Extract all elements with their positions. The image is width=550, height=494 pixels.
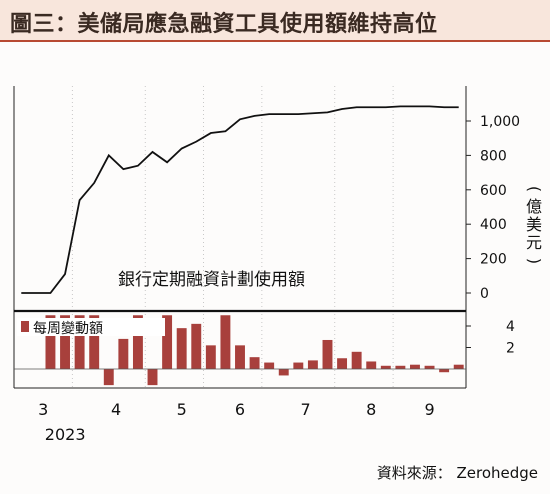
title-bar: 圖三：美儲局應急融資工具使用額維持高位 (0, 0, 550, 40)
weekly-change-bar-10 (162, 315, 173, 369)
x-year-label: 2023 (45, 425, 86, 444)
weekly-change-bar-4 (74, 315, 85, 369)
y-unit-char-4: ) (525, 257, 544, 265)
y-tick-label-top-3: 600 (480, 183, 507, 199)
weekly-change-bar-8 (132, 315, 143, 369)
y-unit-char-0: ( (525, 185, 544, 193)
x-tick-label-0: 3 (38, 400, 48, 419)
weekly-change-bar-3 (60, 315, 70, 369)
y-tick-label-bottom-1: 4 (506, 319, 515, 335)
chart-title: 圖三：美儲局應急融資工具使用額維持高位 (10, 12, 438, 37)
weekly-change-bar-19 (293, 362, 304, 369)
line-annotation: 銀行定期融資計劃使用額 (118, 269, 305, 290)
source-label: 資料來源： Zerohedge (376, 464, 538, 482)
bar-legend-box (17, 318, 165, 336)
weekly-change-bar-27 (410, 364, 420, 369)
weekly-change-bar-15 (235, 345, 245, 369)
y-tick-label-bottom-0: 2 (506, 341, 515, 357)
weekly-change-bar-22 (337, 358, 348, 369)
weekly-change-bar-12 (191, 323, 202, 369)
weekly-change-bar-9 (147, 369, 158, 386)
y-tick-label-top-2: 400 (480, 217, 507, 233)
weekly-change-bar-24 (366, 361, 377, 369)
weekly-change-bar-11 (176, 328, 187, 369)
weekly-change-bar-28 (424, 365, 435, 369)
y-tick-label-top-0: 0 (480, 286, 489, 302)
weekly-change-bar-30 (453, 364, 464, 369)
weekly-change-bar-14 (220, 315, 231, 369)
weekly-change-bar-5 (89, 315, 100, 369)
x-tick-label-1: 4 (111, 400, 121, 419)
x-tick-label-2: 5 (177, 400, 187, 419)
weekly-change-bar-2 (45, 315, 56, 369)
weekly-change-bar-6 (103, 369, 114, 386)
y-unit-char-2: 美 (525, 215, 542, 234)
bar-legend-label: 每周變動額 (33, 321, 103, 337)
title-divider (0, 40, 550, 42)
weekly-change-bar-13 (205, 345, 216, 369)
bar-legend-swatch (21, 321, 29, 332)
y-unit-char-3: 元 (525, 233, 542, 252)
y-tick-label-top-4: 800 (480, 148, 507, 164)
x-tick-label-4: 7 (301, 400, 311, 419)
x-tick-label-6: 9 (424, 400, 434, 419)
weekly-change-bar-18 (278, 369, 289, 376)
x-tick-label-3: 6 (235, 400, 245, 419)
y-axis-unit-label: ( 億美元) (523, 180, 545, 270)
weekly-change-bar-26 (395, 365, 406, 369)
weekly-change-bar-23 (351, 351, 362, 369)
weekly-change-bar-7 (118, 338, 129, 369)
weekly-change-bar-20 (307, 360, 318, 369)
facility-usage-line (21, 105, 459, 294)
weekly-change-bar-16 (249, 357, 260, 369)
weekly-change-bar-29 (439, 369, 450, 373)
x-tick-label-5: 8 (366, 400, 376, 419)
y-tick-label-top-5: 1,000 (480, 114, 520, 130)
weekly-change-bar-25 (380, 365, 391, 369)
y-tick-label-top-1: 200 (480, 252, 507, 268)
weekly-change-bar-17 (264, 362, 275, 369)
weekly-change-bar-21 (322, 339, 333, 369)
y-unit-char-1: 億 (525, 197, 542, 216)
